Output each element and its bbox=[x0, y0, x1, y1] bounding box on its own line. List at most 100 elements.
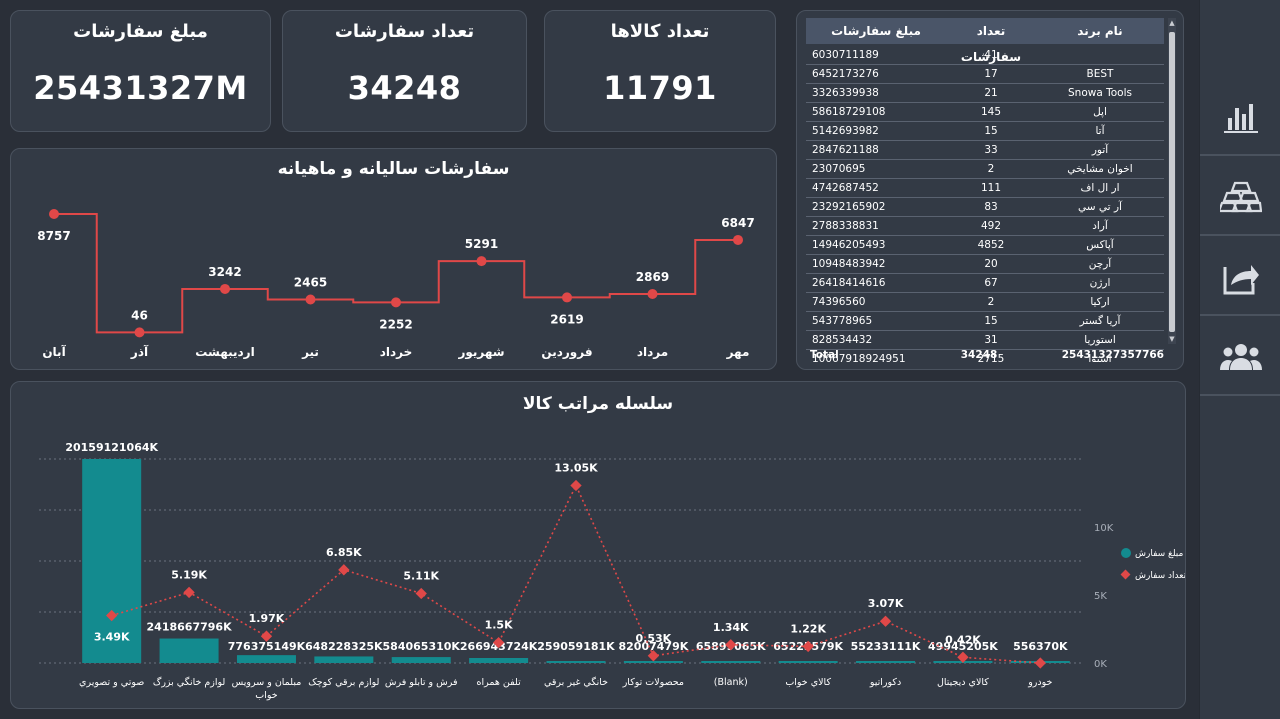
amount-cell: 23292165902 bbox=[812, 201, 886, 213]
table-row[interactable]: آر تي سي 83 23292165902 bbox=[806, 198, 1164, 217]
table-row[interactable]: اسنوا 2715 10067918924951 bbox=[806, 350, 1164, 362]
table-row[interactable]: اخوان مشايخي 2 23070695 bbox=[806, 160, 1164, 179]
sidebar bbox=[1199, 0, 1280, 719]
count-point[interactable] bbox=[879, 615, 892, 627]
table-row[interactable]: آتا 15 5142693982 bbox=[806, 122, 1164, 141]
bar-amount[interactable] bbox=[314, 656, 374, 663]
table-row[interactable]: آريا گستر 15 543778965 bbox=[806, 312, 1164, 331]
bar-amount[interactable] bbox=[623, 661, 683, 663]
brand-table-total: Total 34248 25431327357766 bbox=[806, 346, 1164, 364]
count-cell: 15 bbox=[984, 315, 998, 327]
table-row[interactable]: ارژن 67 26418414616 bbox=[806, 274, 1164, 293]
count-point[interactable] bbox=[957, 651, 969, 663]
bar-amount[interactable] bbox=[159, 638, 219, 663]
amount-cell: 10948483942 bbox=[812, 258, 886, 270]
monthly-point[interactable] bbox=[134, 327, 145, 338]
sidebar-btn-share[interactable] bbox=[1200, 240, 1280, 316]
count-point[interactable] bbox=[492, 636, 505, 649]
bar-data-label: 20159121064K bbox=[65, 441, 158, 454]
amount-cell: 3326339938 bbox=[812, 87, 879, 99]
monthly-chart[interactable]: 8757 آبان 46 آذر 3242 اردیبهشت 2465 تیر 2252 خردا… bbox=[11, 149, 776, 369]
brand-table-header: نام برند تعداد سفارشات مبلغ سفارشات bbox=[806, 18, 1164, 64]
monthly-point[interactable] bbox=[220, 283, 230, 294]
hierarchy-chart-title: سلسله مراتب کالا bbox=[522, 394, 674, 414]
x-tick-label: تلفن همراه bbox=[477, 677, 522, 688]
amount-cell: 5142693982 bbox=[812, 125, 879, 137]
header-count[interactable]: تعداد سفارشات bbox=[960, 24, 1022, 64]
monthly-x-tick-label: تیر bbox=[301, 345, 319, 359]
count-data-label: 5.11K bbox=[403, 570, 439, 583]
table-row[interactable]: اپل 145 58618729108 bbox=[806, 103, 1164, 122]
table-row[interactable]: آراد 492 2788338831 bbox=[806, 217, 1164, 236]
monthly-point[interactable] bbox=[476, 256, 487, 267]
brand-table[interactable]: نام برند تعداد سفارشات مبلغ سفارشات 41 60… bbox=[806, 18, 1176, 368]
count-cell: 2 bbox=[987, 296, 995, 308]
brand-cell bbox=[1036, 46, 1164, 64]
table-row[interactable]: ارکيا 2 74396560 bbox=[806, 293, 1164, 312]
x-tick-label: محصولات توکار bbox=[622, 677, 684, 688]
monthly-data-label: 46 bbox=[131, 308, 148, 322]
brand-table-body[interactable]: 41 6030711189 BEST 17 6452173276 Snowa Tools 2… bbox=[806, 46, 1164, 362]
count-point[interactable] bbox=[415, 587, 427, 600]
count-point[interactable] bbox=[338, 564, 350, 576]
bar-data-label: 55233111K bbox=[851, 640, 921, 653]
monthly-point[interactable] bbox=[49, 209, 59, 219]
count-point[interactable] bbox=[570, 479, 582, 492]
table-row[interactable]: آتور 33 2847621188 bbox=[806, 141, 1164, 160]
table-row[interactable]: Snowa Tools 21 3326339938 bbox=[806, 84, 1164, 103]
bar-amount[interactable] bbox=[82, 459, 142, 663]
bar-amount[interactable] bbox=[546, 661, 606, 663]
x-tick-label: خانگي غير برقي bbox=[544, 676, 608, 688]
table-row[interactable]: آرچن 20 10948483942 bbox=[806, 255, 1164, 274]
count-point[interactable] bbox=[183, 586, 195, 599]
count-point[interactable] bbox=[1034, 657, 1046, 669]
share-icon bbox=[1223, 265, 1259, 295]
scroll-down-icon[interactable]: ▼ bbox=[1169, 335, 1175, 343]
count-data-label: 13.05K bbox=[554, 462, 598, 475]
count-point[interactable] bbox=[725, 639, 737, 651]
amount-cell: 4742687452 bbox=[812, 182, 879, 194]
x-tick-label: کالاي ديجيتال bbox=[937, 677, 989, 688]
scroll-thumb[interactable] bbox=[1169, 32, 1175, 332]
brand-cell: ارژن bbox=[1089, 277, 1111, 289]
count-point[interactable] bbox=[647, 650, 660, 662]
bar-amount[interactable] bbox=[701, 661, 761, 663]
monthly-point[interactable] bbox=[391, 297, 401, 308]
scroll-up-icon[interactable]: ▲ bbox=[1169, 19, 1175, 27]
hierarchy-chart[interactable]: 10K 5K 0K 20159121064K 2418667796K 776375149K… bbox=[11, 382, 1185, 708]
count-point[interactable] bbox=[802, 640, 814, 653]
table-row[interactable]: استوريا 31 828534432 bbox=[806, 331, 1164, 350]
amount-cell: 543778965 bbox=[812, 315, 873, 327]
table-scrollbar[interactable]: ▲ ▼ bbox=[1168, 18, 1176, 344]
y2-tick-label: 0K bbox=[1094, 659, 1107, 670]
count-point[interactable] bbox=[260, 630, 273, 642]
monthly-point[interactable] bbox=[733, 234, 743, 245]
count-data-label: 6.85K bbox=[326, 546, 362, 559]
amount-cell: 2847621188 bbox=[812, 144, 879, 156]
header-brand[interactable]: نام برند bbox=[1077, 24, 1123, 38]
bar-data-label: 556370K bbox=[1013, 640, 1068, 653]
bar-amount[interactable] bbox=[469, 658, 529, 663]
monthly-point[interactable] bbox=[647, 289, 658, 300]
brand-cell: ارکيا bbox=[1090, 296, 1110, 308]
bar-amount[interactable] bbox=[778, 661, 838, 663]
kpi-amount-value: 25431327M bbox=[33, 69, 248, 107]
bar-amount[interactable] bbox=[856, 661, 916, 663]
bar-amount[interactable] bbox=[236, 655, 296, 663]
x-tick-label: لوازم برقي کوچک bbox=[308, 677, 379, 688]
total-label: Total bbox=[810, 349, 839, 361]
count-cell: 4852 bbox=[977, 239, 1005, 251]
sidebar-btn-products[interactable] bbox=[1200, 160, 1280, 236]
monthly-point[interactable] bbox=[305, 294, 316, 305]
count-data-label: 3.07K bbox=[868, 597, 904, 610]
sidebar-btn-users[interactable] bbox=[1200, 320, 1280, 396]
table-row[interactable]: 41 6030711189 bbox=[806, 46, 1164, 65]
table-row[interactable]: آپاکس 4852 14946205493 bbox=[806, 236, 1164, 255]
amount-cell: 26418414616 bbox=[812, 277, 886, 289]
bar-amount[interactable] bbox=[391, 657, 451, 663]
header-amount[interactable]: مبلغ سفارشات bbox=[831, 24, 921, 38]
monthly-point[interactable] bbox=[562, 292, 572, 303]
table-row[interactable]: BEST 17 6452173276 bbox=[806, 65, 1164, 84]
table-row[interactable]: ار ال اف 111 4742687452 bbox=[806, 179, 1164, 198]
sidebar-btn-charts[interactable] bbox=[1200, 80, 1280, 156]
